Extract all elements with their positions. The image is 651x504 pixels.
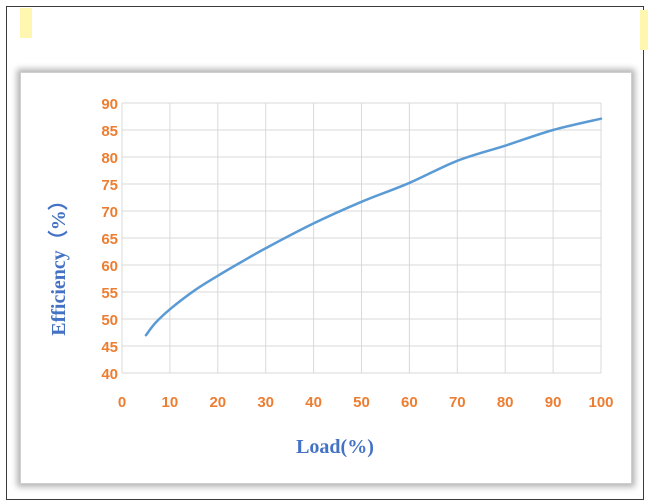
y-tick-label: 90 bbox=[101, 96, 118, 113]
y-tick-label: 80 bbox=[101, 150, 118, 167]
x-tick-label: 10 bbox=[162, 394, 179, 411]
efficiency-chart: 0 10 20 30 40 50 60 70 80 90 100 40 45 50 55 60 65 70 75 8… bbox=[47, 96, 614, 458]
y-tick-label: 50 bbox=[101, 312, 118, 329]
y-tick-label: 45 bbox=[101, 339, 118, 356]
y-tick-label: 60 bbox=[101, 258, 118, 275]
x-axis-title: Load(%) bbox=[296, 436, 374, 458]
x-axis-ticks: 0 10 20 30 40 50 60 70 80 90 100 bbox=[118, 394, 614, 411]
x-tick-label: 40 bbox=[305, 394, 322, 411]
y-tick-label: 70 bbox=[101, 204, 118, 221]
x-tick-label: 70 bbox=[449, 394, 466, 411]
y-tick-label: 85 bbox=[101, 123, 118, 140]
x-tick-label: 20 bbox=[209, 394, 226, 411]
yellow-edge-mark bbox=[640, 10, 648, 50]
grid bbox=[121, 102, 602, 374]
y-axis-ticks: 40 45 50 55 60 65 70 75 80 85 90 bbox=[101, 96, 118, 383]
efficiency-series-line bbox=[144, 117, 603, 337]
x-tick-label: 60 bbox=[401, 394, 418, 411]
x-tick-label: 30 bbox=[257, 394, 274, 411]
y-tick-label: 40 bbox=[101, 366, 118, 383]
x-tick-label: 0 bbox=[118, 394, 126, 411]
y-tick-label: 75 bbox=[101, 177, 118, 194]
x-tick-label: 100 bbox=[588, 394, 613, 411]
y-tick-label: 55 bbox=[101, 285, 118, 302]
series bbox=[144, 117, 603, 337]
x-tick-label: 80 bbox=[497, 394, 514, 411]
chart-card: 0 10 20 30 40 50 60 70 80 90 100 40 45 50 55 60 65 70 75 8… bbox=[20, 72, 632, 484]
x-tick-label: 90 bbox=[545, 394, 562, 411]
y-axis-title: Efficiency（%） bbox=[47, 190, 70, 336]
yellow-highlight-mark bbox=[20, 8, 32, 38]
y-tick-label: 65 bbox=[101, 231, 118, 248]
x-tick-label: 50 bbox=[353, 394, 370, 411]
